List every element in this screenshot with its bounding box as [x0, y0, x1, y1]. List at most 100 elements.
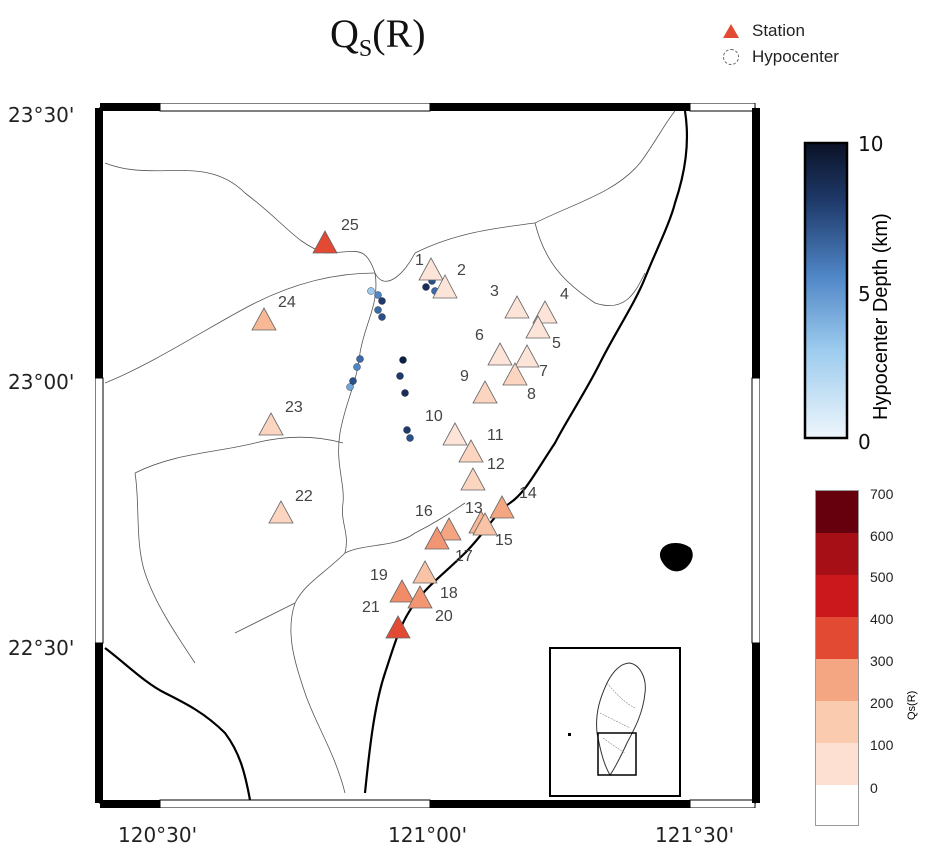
- legend-station: Station: [720, 18, 839, 44]
- hypocenter-point: [374, 291, 382, 299]
- qs-tick: 400: [870, 611, 894, 627]
- station-11: [458, 439, 484, 463]
- station-label: 8: [527, 386, 536, 403]
- qs-tick: 700: [870, 486, 894, 502]
- station-21: [385, 615, 411, 639]
- station-label: 11: [487, 427, 504, 444]
- depth-colorbar: [803, 141, 849, 440]
- station-label: 24: [278, 294, 296, 311]
- coastline: [104, 110, 689, 801]
- qs-colorbar-title: Qs(R): [906, 690, 918, 720]
- depth-tick-5: 5: [858, 282, 871, 306]
- station-6: [487, 342, 513, 366]
- station-label: 18: [440, 585, 458, 602]
- station-label: 3: [490, 283, 499, 300]
- station-14: [489, 495, 515, 519]
- station-15: [472, 512, 498, 536]
- qs-tick: 500: [870, 569, 894, 585]
- station-triangle-icon: [720, 22, 742, 40]
- map-canvas: 1 2 3 4 5 6 7 8 9 10 11 12 13 14 15 16 1…: [95, 103, 760, 808]
- station-label: 14: [519, 485, 537, 502]
- station-1: [418, 257, 444, 281]
- station-5: [525, 315, 551, 339]
- station-label: 4: [560, 286, 569, 303]
- hypocenter-circle-icon: [720, 48, 742, 66]
- hypocenter-point: [399, 356, 407, 364]
- hypocenter-point: [378, 297, 386, 305]
- map-legend: Station Hypocenter: [720, 18, 839, 70]
- station-24: [251, 307, 277, 331]
- qs-tick: 200: [870, 695, 894, 711]
- station-17: [424, 526, 450, 550]
- station-9: [472, 380, 498, 404]
- station-group: [251, 230, 558, 639]
- hypocenter-point: [349, 377, 357, 385]
- station-label: 9: [460, 368, 469, 385]
- legend-hypocenter-label: Hypocenter: [752, 47, 839, 66]
- station-22: [268, 500, 294, 524]
- station-25: [312, 230, 338, 254]
- qs-swatch-0: [816, 785, 858, 825]
- lat-label-2230: 22°30': [8, 636, 75, 660]
- qs-tick: 100: [870, 737, 894, 753]
- station-3: [504, 295, 530, 319]
- qs-swatch-500: [816, 575, 858, 617]
- station-12: [460, 467, 486, 491]
- qs-swatch-400: [816, 617, 858, 659]
- station-label: 6: [475, 327, 484, 344]
- station-23: [258, 412, 284, 436]
- title-suffix: (R): [372, 11, 426, 56]
- hypocenter-point: [401, 389, 409, 397]
- hypocenter-point: [422, 283, 430, 291]
- station-label: 15: [495, 532, 513, 549]
- station-16: [436, 517, 462, 541]
- title-subscript: S: [358, 36, 373, 62]
- station-19: [389, 579, 415, 603]
- depth-tick-10: 10: [858, 132, 884, 156]
- hypocenter-point: [356, 355, 364, 363]
- hypocenter-point: [353, 363, 361, 371]
- station-label: 21: [362, 599, 380, 616]
- map-border-ticks: [95, 103, 760, 808]
- station-2: [432, 274, 458, 299]
- island-shape: [660, 543, 693, 572]
- station-18: [412, 560, 438, 584]
- qs-swatch-600: [816, 533, 858, 575]
- station-label: 19: [370, 567, 388, 584]
- station-label: 13: [465, 500, 483, 517]
- station-label: 7: [539, 363, 548, 380]
- map-title: QS(R): [330, 10, 426, 63]
- station-7: [514, 344, 540, 368]
- hypocenter-point: [367, 287, 375, 295]
- depth-tick-0: 0: [858, 430, 871, 454]
- lat-label-2330: 23°30': [8, 103, 75, 127]
- station-label: 25: [341, 217, 359, 234]
- qs-swatch-200: [816, 701, 858, 743]
- hypocenter-point: [346, 383, 354, 391]
- qs-swatch-700: [816, 491, 858, 533]
- inset-map: [549, 647, 681, 797]
- station-label: 20: [435, 608, 453, 625]
- qs-tick: 0: [870, 780, 878, 796]
- county-boundaries: [104, 110, 676, 794]
- hypocenter-point: [396, 372, 404, 380]
- station-label: 2: [457, 262, 466, 279]
- station-label: 1: [415, 252, 424, 269]
- station-label: 22: [295, 488, 313, 505]
- lon-label-12130: 121°30': [655, 823, 735, 847]
- qs-swatch-100: [816, 743, 858, 785]
- hypocenter-point: [374, 306, 382, 314]
- qs-tick: 300: [870, 653, 894, 669]
- station-10: [442, 422, 468, 446]
- hypocenter-point: [378, 313, 386, 321]
- hypocenter-point: [403, 426, 411, 434]
- qs-tick: 600: [870, 528, 894, 544]
- station-label: 16: [415, 503, 433, 520]
- title-main: Q: [330, 11, 359, 56]
- station-label: 12: [487, 456, 505, 473]
- lon-label-12100: 121°00': [388, 823, 468, 847]
- legend-station-label: Station: [752, 21, 805, 40]
- station-label: 10: [425, 408, 443, 425]
- station-label: 23: [285, 399, 303, 416]
- station-labels: 1 2 3 4 5 6 7 8 9 10 11 12 13 14 15 16 1…: [278, 217, 569, 625]
